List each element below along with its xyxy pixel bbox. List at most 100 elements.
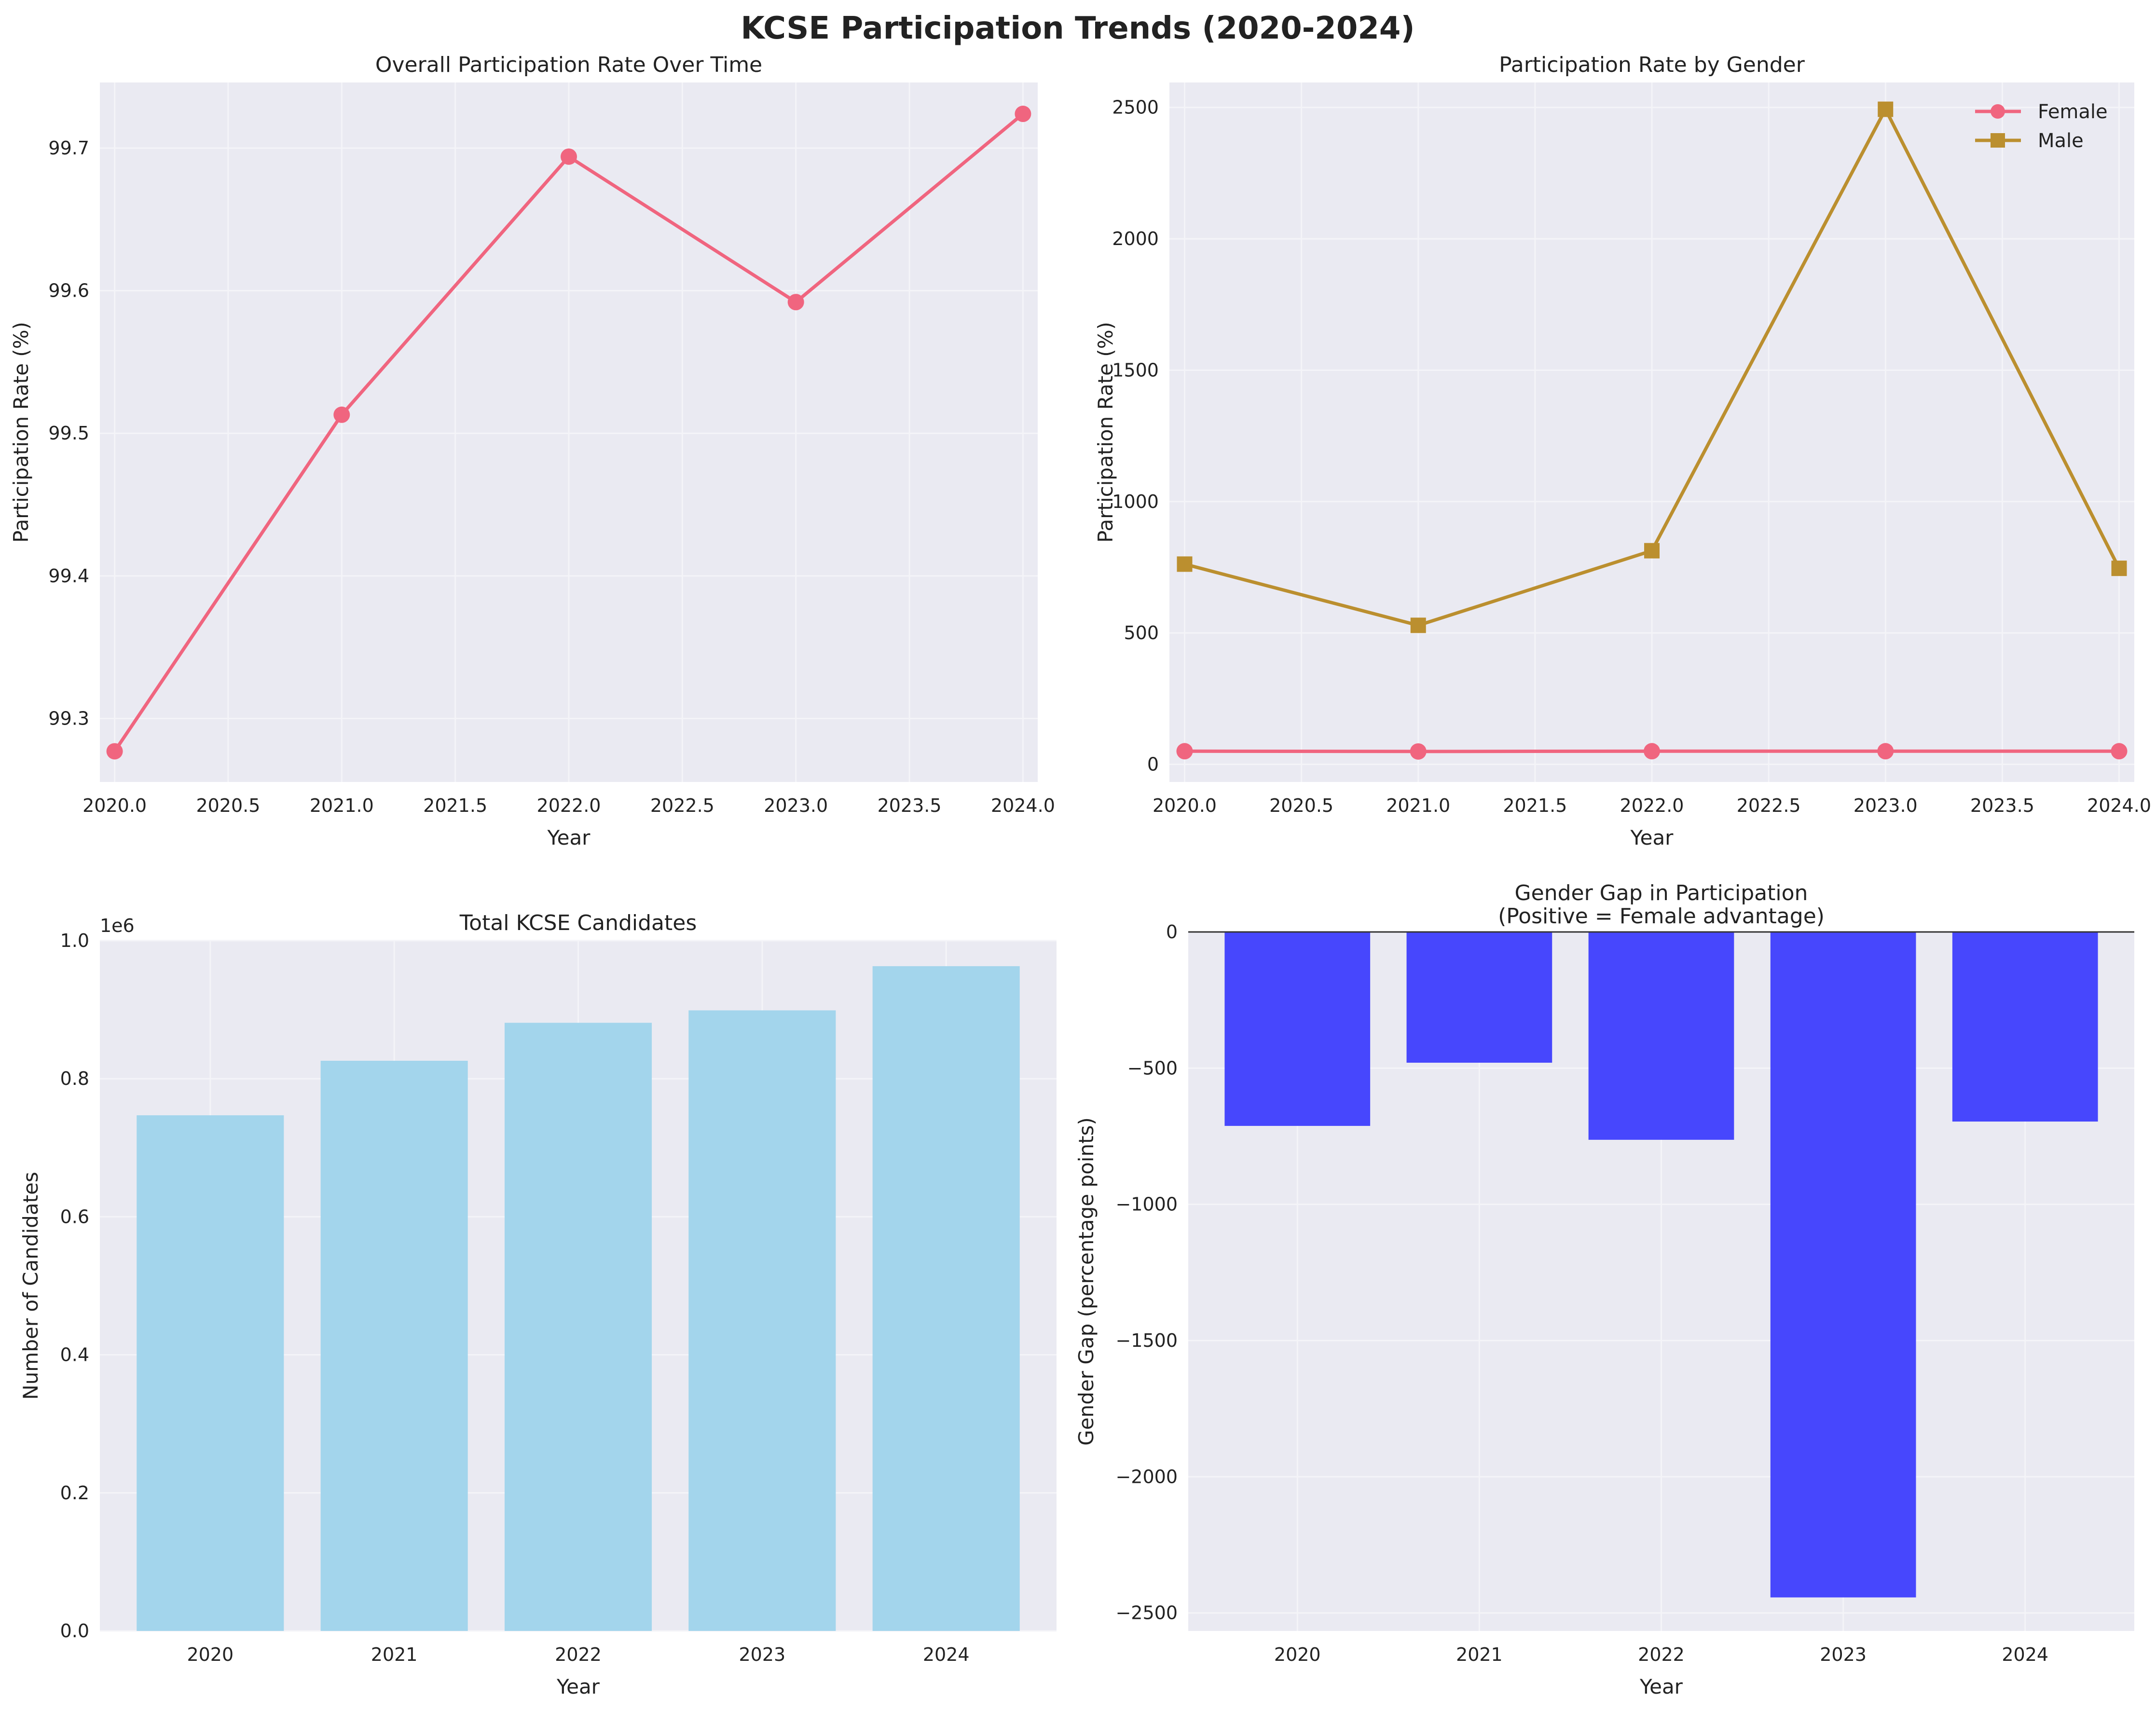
gender-data-point	[1177, 556, 1193, 572]
gender-y-tick-label: 1500	[1112, 359, 1159, 381]
candidates-y-tick-label: 0.8	[60, 1068, 89, 1089]
gap-subtitle: (Positive = Female advantage)	[1498, 904, 1825, 929]
candidates-bar	[872, 966, 1020, 1631]
gender-legend: Female Male	[1975, 101, 2108, 152]
gap-y-tick-label: 0	[1166, 921, 1178, 943]
gap-bar	[1406, 932, 1552, 1063]
gender-data-point	[1878, 101, 1894, 117]
candidates-bar	[320, 1060, 468, 1631]
legend-marker-female	[1991, 104, 2005, 119]
gender-y-axis-label: Participation Rate (%)	[1094, 322, 1117, 543]
gap-y-tick-label: −2500	[1115, 1602, 1178, 1624]
candidates-x-tick-label: 2021	[371, 1644, 418, 1665]
gender-x-tick-label: 2023.0	[1854, 795, 1918, 816]
gender-data-point	[1176, 743, 1193, 760]
gap-bar	[1588, 932, 1734, 1140]
gap-y-axis-label: Gender Gap (percentage points)	[1074, 1117, 1098, 1446]
candidates-x-tick-label: 2020	[187, 1644, 233, 1665]
overall-x-tick-label: 2021.5	[423, 795, 487, 816]
gender-data-point	[2111, 743, 2128, 760]
candidates-y-tick-label: 0.6	[60, 1206, 89, 1227]
candidates-y-tick-label: 0.4	[60, 1344, 89, 1366]
overall-x-axis-label: Year	[547, 826, 591, 849]
gender-x-tick-label: 2024.0	[2087, 795, 2151, 816]
gap-y-tick-label: −2000	[1115, 1466, 1178, 1487]
overall-y-axis-label: Participation Rate (%)	[9, 322, 33, 543]
gender-data-point	[1644, 543, 1660, 559]
overall-y-tick-label: 99.3	[48, 708, 89, 729]
gap-bar	[1952, 932, 2098, 1122]
candidates-axis-offset-label: 1e6	[100, 915, 135, 936]
candidates-bar	[688, 1010, 836, 1631]
gender-x-tick-label: 2020.5	[1269, 795, 1333, 816]
legend-marker-male	[1991, 133, 2005, 148]
candidates-y-tick-label: 0.0	[60, 1620, 89, 1642]
gender-data-point	[1877, 743, 1894, 760]
legend-label-male: Male	[2038, 130, 2084, 152]
overall-chart: 2020.0 2020.5 2021.0 2021.5 2022.0 2022.5 2023…	[9, 53, 1055, 849]
gap-x-tick-label: 2024	[2002, 1644, 2048, 1665]
gap-x-tick-label: 2021	[1456, 1644, 1503, 1665]
overall-x-tick-label: 2022.0	[537, 795, 601, 816]
candidates-title: Total KCSE Candidates	[459, 911, 697, 935]
figure-title: KCSE Participation Trends (2020-2024)	[741, 11, 1414, 46]
overall-data-point	[561, 148, 577, 165]
gender-data-point	[1410, 617, 1426, 633]
gender-data-point	[1644, 743, 1660, 760]
gender-data-point	[2111, 561, 2127, 576]
gender-data-point	[1410, 743, 1427, 760]
overall-x-tick-label: 2023.0	[764, 795, 828, 816]
overall-x-tick-label: 2020.0	[82, 795, 147, 816]
candidates-x-tick-label: 2024	[923, 1644, 970, 1665]
gap-bar	[1224, 932, 1371, 1126]
candidates-chart: 2020 2021 2022 2023 2024 0.0 0.2 0.4 0.6 0.8 1.0 To…	[19, 911, 1057, 1698]
overall-x-tick-label: 2022.5	[650, 795, 714, 816]
gap-title: Gender Gap in Participation	[1515, 881, 1808, 905]
gender-x-tick-label: 2022.0	[1620, 795, 1684, 816]
candidates-y-tick-label: 1.0	[60, 930, 89, 951]
gender-x-tick-label: 2020.0	[1153, 795, 1217, 816]
gap-y-tick-label: −1000	[1115, 1194, 1178, 1215]
overall-y-tick-label: 99.6	[48, 280, 89, 301]
gap-chart: 2020 2021 2022 2023 2024 −2500 −2000 −1500 −1000…	[1074, 881, 2134, 1698]
gender-y-tick-label: 2500	[1112, 97, 1159, 118]
overall-x-tick-label: 2020.5	[196, 795, 260, 816]
gap-x-tick-label: 2020	[1274, 1644, 1321, 1665]
candidates-y-tick-label: 0.2	[60, 1482, 89, 1504]
gender-y-tick-label: 500	[1124, 622, 1159, 643]
gender-x-tick-label: 2021.5	[1503, 795, 1567, 816]
gender-y-tick-label: 0	[1147, 754, 1159, 775]
overall-y-tick-label: 99.7	[48, 137, 89, 159]
gender-x-tick-label: 2022.5	[1737, 795, 1801, 816]
overall-y-tick-label: 99.4	[48, 565, 89, 587]
gap-y-tick-label: −1500	[1115, 1330, 1178, 1351]
gender-x-axis-label: Year	[1630, 826, 1674, 849]
gender-x-tick-label: 2023.5	[1970, 795, 2034, 816]
gender-chart: 2020.0 2020.5 2021.0 2021.5 2022.0 2022.5 2023…	[1094, 53, 2151, 849]
overall-x-tick-label: 2024.0	[991, 795, 1055, 816]
gap-y-tick-label: −500	[1127, 1057, 1178, 1079]
gap-x-tick-label: 2022	[1638, 1644, 1685, 1665]
gap-x-tick-label: 2023	[1820, 1644, 1867, 1665]
overall-data-point	[333, 406, 350, 423]
overall-y-tick-label: 99.5	[48, 423, 89, 444]
candidates-x-tick-label: 2022	[555, 1644, 602, 1665]
candidates-bar	[137, 1115, 284, 1631]
candidates-x-tick-label: 2023	[739, 1644, 785, 1665]
overall-data-point	[787, 294, 804, 311]
legend-label-female: Female	[2038, 101, 2108, 123]
candidates-x-axis-label: Year	[556, 1675, 600, 1698]
overall-data-point	[106, 743, 123, 760]
gender-title: Participation Rate by Gender	[1499, 53, 1805, 77]
gender-x-tick-label: 2021.0	[1386, 795, 1450, 816]
candidates-bar	[504, 1023, 652, 1631]
candidates-y-axis-label: Number of Candidates	[19, 1172, 42, 1400]
gender-y-tick-label: 2000	[1112, 228, 1159, 249]
overall-data-point	[1015, 106, 1031, 123]
gap-x-axis-label: Year	[1639, 1675, 1683, 1698]
gender-y-tick-label: 1000	[1112, 491, 1159, 512]
gap-bar	[1770, 932, 1916, 1598]
overall-x-tick-label: 2023.5	[878, 795, 942, 816]
overall-title: Overall Participation Rate Over Time	[375, 53, 762, 77]
